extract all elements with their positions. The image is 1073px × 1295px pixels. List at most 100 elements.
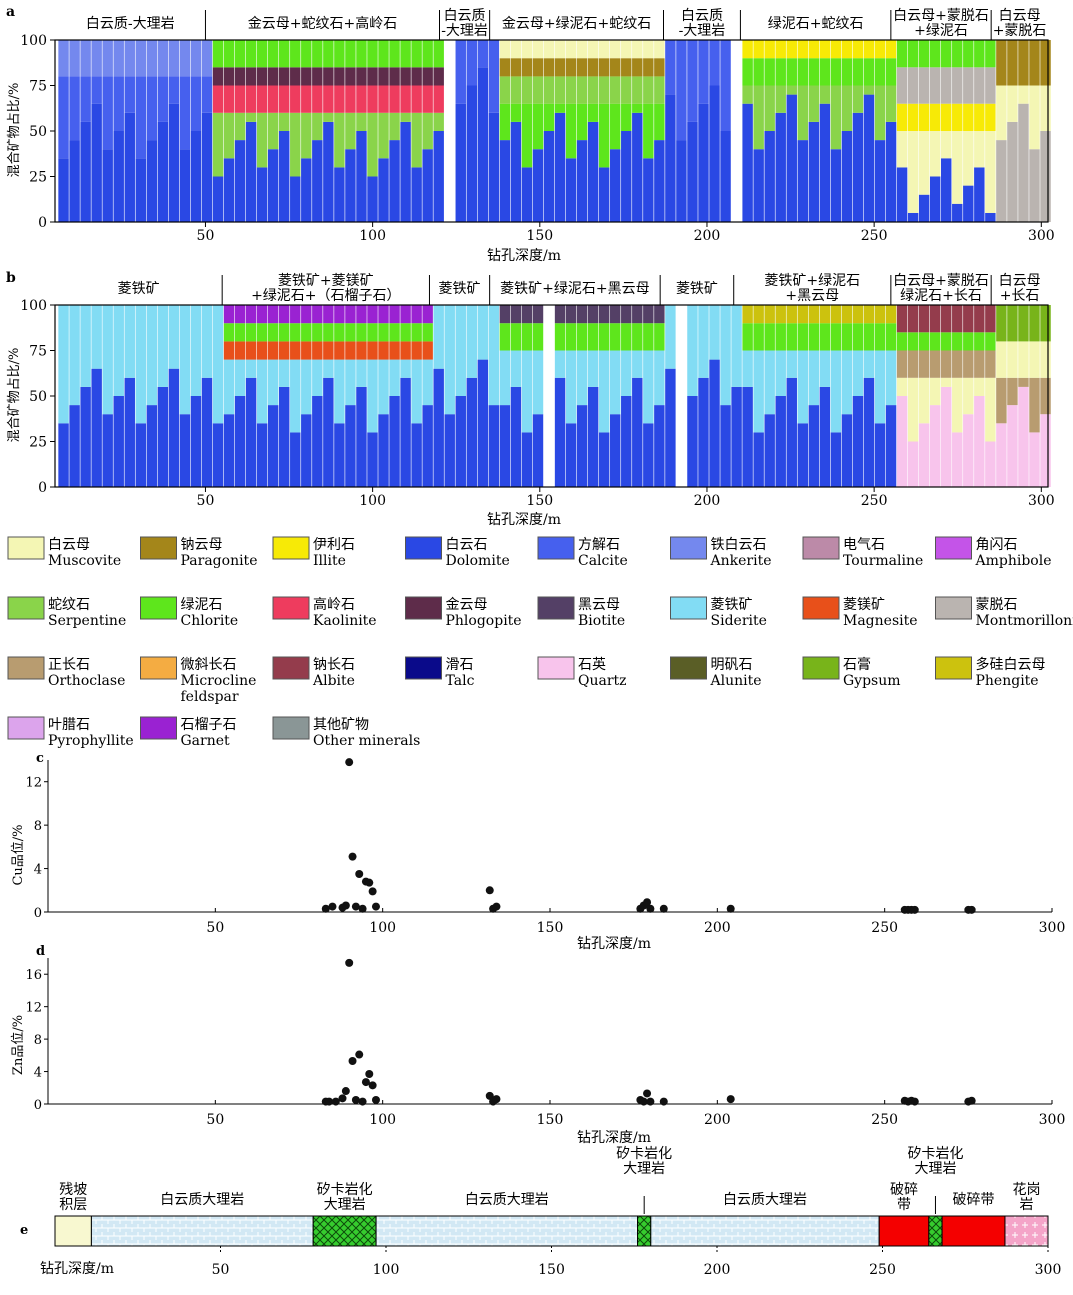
b-bar-segment [963, 305, 974, 333]
a-bar-segment [499, 140, 511, 222]
b-bar-segment [797, 305, 809, 324]
b-bar-segment [433, 368, 444, 487]
b-bar-segment [1018, 305, 1029, 342]
b-bar-segment [709, 359, 720, 487]
b-bar-segment [885, 405, 897, 487]
b-bar-segment [290, 341, 301, 360]
b-bar-segment [301, 323, 312, 342]
a-bar-segment [819, 103, 831, 222]
a-bar-segment [245, 40, 257, 68]
a-bar-segment [179, 76, 191, 150]
lithology-unit [54, 1215, 92, 1247]
legend-en: Phlogopite [446, 613, 522, 629]
b-bar-segment [731, 305, 742, 387]
c-ytick-label: 8 [34, 819, 42, 834]
a-bar-segment [80, 40, 91, 77]
legend-en: Ankerite [710, 553, 772, 569]
a-bar-segment [621, 58, 632, 77]
legend-zh: 蛇纹石 [48, 597, 90, 613]
a-bar-segment [223, 40, 235, 68]
a-bar-segment [433, 67, 444, 86]
a-bar-segment [378, 85, 389, 113]
a-bar-segment [819, 85, 831, 104]
b-bar-segment [256, 423, 268, 487]
b-bar-segment [69, 405, 80, 487]
b-bar-segment [422, 405, 433, 487]
a-bar-segment [356, 131, 367, 222]
c-point [341, 901, 350, 910]
b-bar-segment [830, 350, 842, 433]
legend-en: Albite [312, 673, 355, 689]
b-bar-segment [587, 305, 599, 324]
a-bar-segment [610, 76, 621, 104]
b-bar-segment [290, 305, 301, 324]
b-bar-segment [753, 432, 764, 487]
a-bar-segment [477, 40, 489, 68]
b-bar-segment [863, 305, 875, 324]
b-bar-segment [400, 341, 411, 360]
a-bar-segment [488, 112, 500, 222]
b-bar-segment [610, 414, 621, 487]
a-bar-segment [256, 40, 268, 68]
a-bar-segment [808, 85, 820, 122]
a-bar-segment [279, 67, 290, 86]
a-bar-segment [433, 85, 444, 113]
lithology-label: 矽卡岩化 [907, 1146, 963, 1162]
b-bar-segment [907, 305, 919, 333]
a-bar-segment [632, 76, 643, 104]
b-bar-segment [907, 332, 919, 351]
a-bar-segment [941, 158, 952, 222]
legend-en: Serpentine [48, 613, 126, 629]
legend-en: Dolomite [446, 553, 510, 569]
b-bar-segment [632, 305, 643, 324]
panel-a-label: a [6, 4, 15, 20]
b-bar-segment [245, 323, 257, 342]
a-bar-segment [543, 131, 555, 222]
a-bar-segment [378, 67, 389, 86]
lithology-label: 破碎带 [953, 1192, 995, 1208]
b-bar-segment [234, 341, 246, 360]
a-bar-segment [312, 140, 323, 222]
b-bar-segment [819, 386, 831, 487]
b-bar-segment [1018, 341, 1029, 378]
a-bar-segment [1029, 85, 1040, 150]
a-bar-segment [841, 131, 853, 222]
a-bar-segment [102, 149, 113, 222]
b-bar-segment [477, 359, 489, 487]
b-bar-segment [312, 323, 323, 342]
b-bar-segment [1018, 386, 1029, 487]
b-bar-segment [621, 305, 632, 324]
legend-swatch [670, 656, 707, 680]
b-bar-segment [1040, 341, 1051, 378]
legend-zh: 伊利石 [313, 537, 355, 553]
b-bar-segment [929, 405, 941, 487]
lithology-unit [375, 1215, 639, 1247]
b-bar-segment [157, 386, 169, 487]
b-bar-segment [786, 350, 797, 378]
b-bar-segment [985, 332, 996, 351]
lithology-label: 积层 [59, 1197, 87, 1213]
b-bar-segment [952, 305, 963, 333]
b-bar-segment [941, 386, 952, 487]
panel-a-ylabel: 混合矿物占比/% [7, 83, 22, 178]
a-bar-segment [58, 40, 69, 77]
panel-d-axes: 0 4 8 12 16 50 100 150 200 250 300 [25, 958, 1065, 1128]
c-point [351, 902, 360, 911]
e-xtick-label: 300 [1035, 1262, 1062, 1278]
b-bar-segment [234, 323, 246, 342]
a-bar-segment [742, 40, 753, 59]
b-bar-segment [345, 359, 356, 406]
a-bar-segment [963, 67, 974, 104]
c-xtick-label: 300 [1039, 920, 1066, 936]
a-bar-segment [698, 40, 709, 104]
a-bar-segment [356, 112, 367, 131]
a-bar-segment [245, 121, 257, 222]
a-bar-segment [598, 58, 610, 77]
a-bar-segment [345, 85, 356, 113]
a-bar-segment [69, 40, 80, 77]
a-bar-segment [775, 112, 786, 222]
a-bar-segment [477, 67, 489, 222]
a-bar-segment [929, 67, 941, 104]
a-bar-segment [929, 40, 941, 68]
